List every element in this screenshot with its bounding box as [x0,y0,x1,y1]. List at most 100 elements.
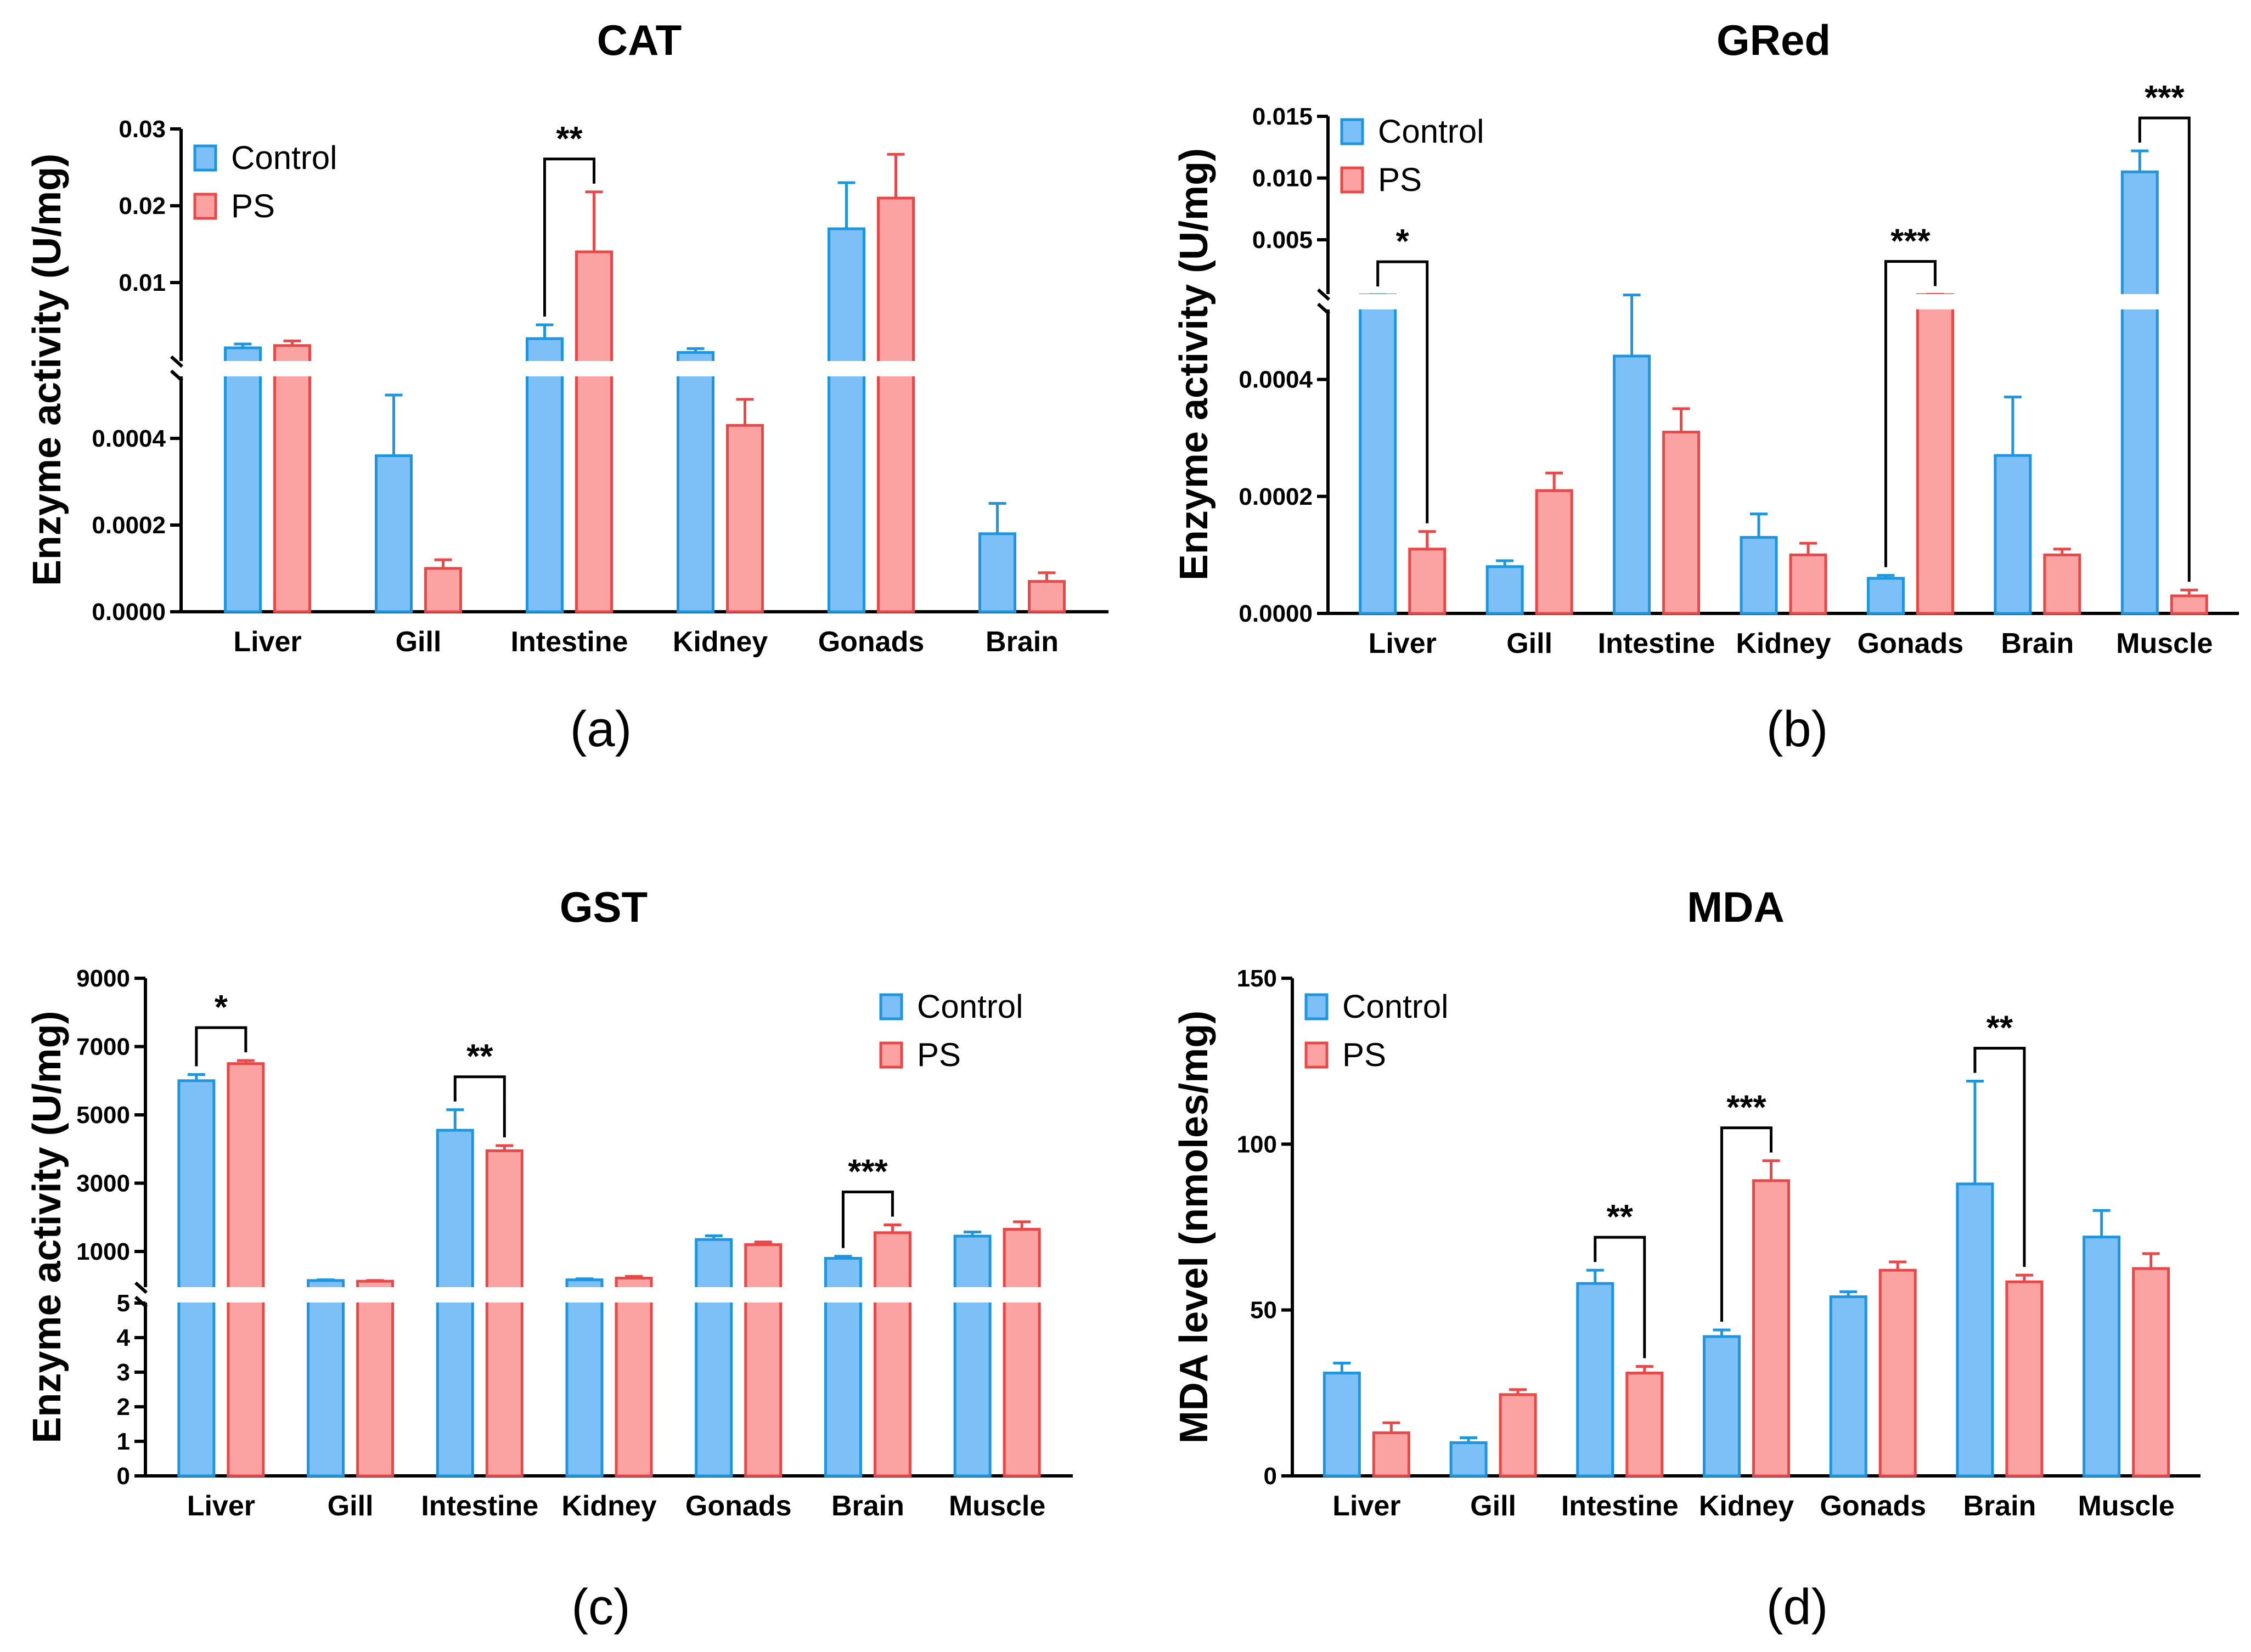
bar-control-liver [1359,294,1397,615]
bar-break-gap [743,1287,783,1303]
bar-control-liver [177,1079,216,1478]
significance-bracket [195,1026,247,1067]
bar-break-gap [826,361,866,376]
bar-control-gonads [1866,577,1905,615]
significance-bracket [453,1075,506,1138]
bar-break-gap [525,361,565,376]
x-tick-label: Gonads [1820,1490,1926,1522]
y-tick-label: 0.0002 [92,512,166,539]
axis-break-mark [1316,288,1331,301]
y-tick-label: 1 [117,1428,130,1455]
bar-ps-brain [1028,580,1066,613]
x-tick-label: Liver [187,1490,255,1522]
x-tick-label: Brain [2001,628,2074,659]
significance-bracket [841,1190,894,1248]
y-axis-label: Enzyme activity (U/mg) [25,1011,69,1443]
bar-break-gap [876,361,916,376]
chart-title: GRed [1717,16,1831,64]
significance-bracket [1973,1046,2026,1267]
bar-control-brain [978,532,1016,613]
legend-swatch [193,144,217,172]
bar-ps-liver [227,1062,265,1478]
y-tick-label: 7000 [76,1034,130,1061]
bar-break-gap [823,1287,863,1303]
y-axis-label: Enzyme activity (U/mg) [1172,148,1216,580]
y-tick-label: 0.02 [119,193,166,219]
bar-control-kidney [677,351,714,613]
bar-break-gap [1915,294,1955,309]
bar-control-kidney [1703,1335,1741,1478]
bar-control-intestine [436,1129,474,1478]
x-tick-label: Intestine [511,626,628,658]
bar-control-gill [375,454,413,613]
significance-label: ** [1986,1009,2013,1047]
significance-label: *** [848,1153,888,1191]
bar-control-gill [1449,1441,1488,1478]
y-tick-label: 0.010 [1252,165,1313,192]
axes [170,129,1108,613]
y-tick-label: 3000 [76,1170,130,1197]
bar-break-gap [694,1287,734,1303]
bar-control-muscle [953,1234,992,1478]
x-tick-label: Brain [831,1490,904,1522]
y-tick-label: 0.0002 [1239,483,1313,510]
significance-bracket [1376,260,1429,523]
y-tick-label: 100 [1237,1131,1277,1158]
bar-control-muscle [2120,170,2159,615]
bar-break-gap [355,1287,395,1303]
bar-break-gap [306,1287,346,1303]
bar-ps-kidney [615,1277,653,1478]
y-tick-label: 0.0004 [92,425,166,452]
legend-label: PS [231,188,275,224]
significance-label: ** [1607,1198,1634,1236]
y-tick-label: 1000 [76,1238,130,1265]
bar-break-gap [272,361,312,376]
bar-control-gill [1485,565,1524,615]
x-tick-label: Liver [1369,628,1437,659]
significance-bracket [1884,260,1937,567]
y-tick-label: 9000 [76,965,130,992]
significance-label: * [1396,223,1410,261]
bar-break-gap [953,1287,993,1303]
panel-label: (a) [570,701,632,757]
x-tick-label: Gill [396,626,442,658]
y-tick-label: 4 [117,1324,131,1351]
axis-break-mark [170,355,184,368]
bar-break-gap [435,1287,475,1303]
bar-break-gap [1002,1287,1042,1303]
x-tick-label: Brain [986,626,1059,658]
bar-ps-intestine [1662,431,1701,615]
y-tick-label: 3 [117,1359,130,1386]
bar-control-intestine [1576,1282,1614,1478]
bar-break-gap [574,361,614,376]
bar-ps-brain [2043,553,2081,615]
legend-swatch [193,193,217,220]
legend-swatch [1304,993,1329,1020]
y-tick-label: 2 [117,1394,130,1420]
x-tick-label: Gill [1470,1490,1516,1522]
bar-control-brain [1994,454,2032,615]
panel-label: (d) [1766,1579,1828,1635]
axes [1316,116,2239,615]
y-tick-label: 0.005 [1252,227,1313,253]
x-tick-label: Intestine [1598,628,1715,659]
bar-ps-gill [424,567,462,613]
x-tick-label: Intestine [1561,1490,1679,1522]
x-tick-label: Gill [328,1490,374,1522]
significance-label: ** [466,1038,493,1076]
legend-swatch [879,993,903,1020]
bar-ps-liver [1408,548,1447,615]
bar-ps-kidney [1752,1179,1790,1478]
y-tick-label: 0.015 [1252,103,1313,130]
significance-label: *** [1890,222,1931,260]
chart-panel-3: GST Enzyme activity (U/mg) (c) 0 1 2 3 4 5 1000 30… [25,883,1073,1635]
bar-control-brain [1956,1182,1994,1478]
x-tick-label: Muscle [949,1490,1045,1522]
bar-ps-kidney [726,424,764,613]
axis-break-mark [170,369,184,382]
bar-control-liver [1323,1372,1361,1478]
bar-ps-liver [1372,1431,1410,1478]
bar-control-gill [307,1279,345,1478]
legend-label: PS [1342,1036,1386,1073]
bar-ps-muscle [2132,1267,2170,1478]
